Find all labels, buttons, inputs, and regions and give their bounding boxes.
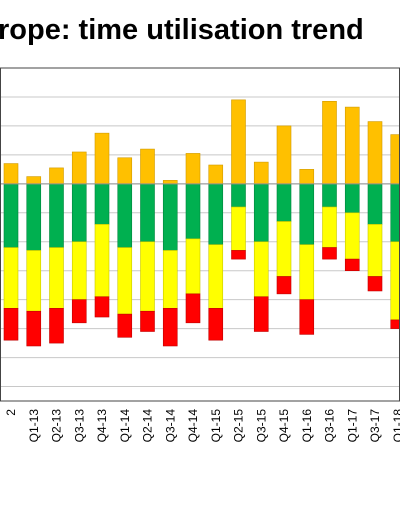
bar-segment bbox=[299, 183, 315, 245]
bar-segment bbox=[140, 148, 155, 185]
bar-segment bbox=[276, 276, 292, 295]
bar-segment bbox=[344, 258, 360, 271]
bar-segment bbox=[208, 164, 224, 185]
bar-segment bbox=[322, 101, 337, 185]
bar-segment bbox=[231, 206, 246, 251]
x-tick-label: Q1-17 bbox=[345, 409, 359, 443]
bar-segment bbox=[117, 313, 133, 338]
bar-segment bbox=[322, 247, 337, 260]
bar-segment bbox=[367, 276, 383, 292]
bar-segment bbox=[253, 161, 269, 185]
bar-segment bbox=[117, 247, 133, 315]
bar-segment bbox=[26, 310, 42, 347]
bar-segment bbox=[299, 299, 315, 335]
bar-segment bbox=[94, 224, 110, 298]
bar-segment bbox=[344, 183, 360, 214]
bar-segment bbox=[71, 241, 87, 300]
bar-segment bbox=[276, 221, 292, 277]
bar-segment bbox=[185, 238, 201, 295]
bar-segment bbox=[3, 163, 19, 185]
x-tick-label: Q3-13 bbox=[72, 409, 86, 443]
bar-segment bbox=[49, 247, 64, 309]
bar-segment bbox=[26, 250, 42, 312]
bar-segment bbox=[367, 121, 383, 185]
bar-segment bbox=[94, 296, 110, 318]
x-tick-label: 2 bbox=[4, 409, 18, 416]
chart-title: rope: time utilisation trend bbox=[0, 14, 364, 46]
bar-segment bbox=[162, 250, 178, 309]
x-tick-label: Q3-16 bbox=[323, 409, 337, 443]
bar-segment bbox=[94, 183, 110, 225]
x-tick-label: Q4-15 bbox=[277, 409, 291, 443]
bar-segment bbox=[71, 299, 87, 324]
bar-segment bbox=[367, 183, 383, 225]
bar-segment bbox=[299, 169, 315, 185]
bar-segment bbox=[276, 125, 292, 185]
bar-segment bbox=[185, 293, 201, 324]
bar-segment bbox=[71, 183, 87, 243]
bar-segment bbox=[49, 183, 64, 248]
bar-segment bbox=[185, 183, 201, 240]
bar-segment bbox=[117, 157, 133, 185]
x-tick-label: Q1-13 bbox=[27, 409, 41, 443]
bar-segment bbox=[3, 183, 19, 248]
x-tick-label: Q3-14 bbox=[163, 409, 177, 443]
bar-segment bbox=[185, 153, 201, 185]
bar-segment bbox=[140, 183, 155, 243]
bar-segment bbox=[94, 132, 110, 185]
bar-segment bbox=[390, 183, 400, 243]
bar-segment bbox=[208, 244, 224, 309]
x-tick-label: Q1-14 bbox=[118, 409, 132, 443]
bar-segment bbox=[390, 134, 400, 185]
bar-segment bbox=[390, 319, 400, 329]
x-tick-label: Q4-13 bbox=[95, 409, 109, 443]
bar-segment bbox=[49, 167, 64, 185]
bar-segment bbox=[71, 151, 87, 185]
bar-segment bbox=[26, 176, 42, 185]
bar-segment bbox=[162, 180, 178, 185]
bar-segment bbox=[390, 241, 400, 321]
bar-segment bbox=[208, 183, 224, 245]
bar-segment bbox=[231, 250, 246, 260]
x-tick-label: Q1-16 bbox=[300, 409, 314, 443]
bar-segment bbox=[3, 247, 19, 309]
bar-segment bbox=[322, 206, 337, 248]
bar-segment bbox=[231, 183, 246, 208]
bar-segment bbox=[253, 296, 269, 332]
bar-segment bbox=[322, 183, 337, 208]
bar-segment bbox=[117, 183, 133, 248]
bar-segment bbox=[140, 310, 155, 332]
bar-segment bbox=[49, 308, 64, 344]
bar-segment bbox=[344, 106, 360, 185]
x-tick-label: Q2-13 bbox=[50, 409, 64, 443]
bar-segment bbox=[367, 224, 383, 277]
bar-segment bbox=[344, 212, 360, 260]
bar-segment bbox=[140, 241, 155, 312]
bar-segment bbox=[162, 183, 178, 251]
x-tick-label: Q3-17 bbox=[368, 409, 382, 443]
x-tick-label: Q1-15 bbox=[209, 409, 223, 443]
bar-segment bbox=[231, 99, 246, 185]
x-tick-label: Q2-15 bbox=[232, 409, 246, 443]
bar-segment bbox=[208, 308, 224, 341]
bar-segment bbox=[299, 244, 315, 300]
bar-segment bbox=[276, 183, 292, 222]
bar-segment bbox=[3, 308, 19, 341]
bar-segment bbox=[253, 241, 269, 298]
bar-segment bbox=[162, 308, 178, 347]
x-tick-label: Q2-14 bbox=[141, 409, 155, 443]
bar-segment bbox=[26, 183, 42, 251]
x-tick-label: Q4-14 bbox=[186, 409, 200, 443]
bar-segment bbox=[253, 183, 269, 243]
x-tick-label: Q1-18 bbox=[391, 409, 400, 443]
x-tick-label: Q3-15 bbox=[254, 409, 268, 443]
